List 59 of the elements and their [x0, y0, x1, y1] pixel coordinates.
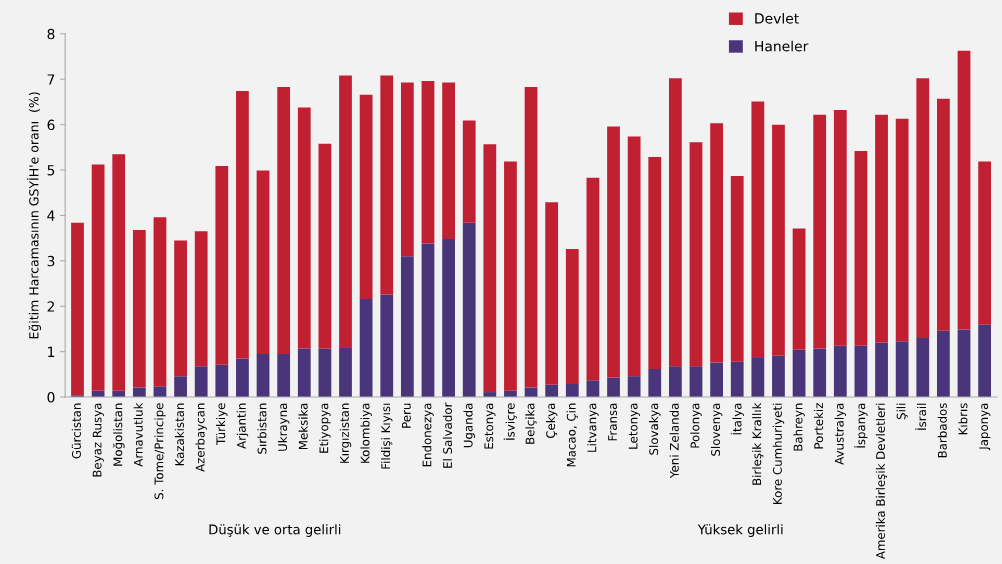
x-tick-label: Bahreyn: [793, 403, 805, 451]
x-tick-label: Meksika: [298, 403, 308, 450]
y-tick-label: 6: [47, 119, 55, 131]
x-tick-label: Letonya: [628, 403, 640, 449]
x-tick-label: Uganda: [463, 403, 475, 448]
x-tick-label: İspanya: [854, 403, 868, 448]
x-tick-label: Arnavutluk: [133, 402, 143, 467]
y-tick-label: 5: [47, 165, 55, 176]
x-tick-label: Azerbaycan: [195, 403, 207, 472]
text: Düşük ve orta gelirli: [209, 524, 341, 537]
x-tick-label: Slovakya: [649, 403, 661, 455]
y-axis-title: Eğitim Harcamasının GSYİH'e oranı (%): [27, 92, 42, 339]
x-tick-label: Litvanya: [587, 403, 599, 452]
x-tick-label: El Salvador: [442, 402, 453, 468]
x-tick-label: Yeni Zelanda: [669, 403, 679, 479]
x-tick-label: Fransa: [608, 403, 617, 441]
x-tick-label: Portekiz: [813, 403, 824, 449]
x-tick-label: Kazakistan: [174, 403, 185, 466]
y-tick-label: 7: [47, 74, 55, 85]
x-tick-label: Amerika Birleşik Devletleri: [875, 403, 888, 560]
y-tick-label: 0: [47, 392, 55, 403]
x-tick-label: Macao, Çin: [566, 403, 578, 467]
text: Yüksek gelirli: [697, 524, 783, 537]
x-tick-label: Kore Cumhuriyeti: [772, 403, 785, 504]
x-tick-label: Birleşik Krallık: [752, 402, 764, 485]
x-tick-label: Endonezya: [422, 403, 434, 467]
y-tick-label: 3: [47, 255, 55, 267]
x-tick-label: Sırbistan: [257, 403, 267, 454]
x-tick-label: Arjantin: [236, 403, 249, 449]
x-tick-label: Barbados: [937, 403, 947, 458]
y-tick-label: 2: [47, 301, 55, 312]
x-tick-label: Beyaz Rusya: [92, 403, 104, 477]
x-tick-label: Kıbrıs: [958, 403, 968, 435]
x-tick-label: Polonya: [690, 403, 702, 448]
x-tick-label: Gürcistan: [71, 403, 81, 459]
x-tick-label: Belçika: [525, 403, 537, 444]
x-tick-label: Türkiye: [216, 403, 228, 445]
x-tick-label: Japonya: [979, 403, 991, 451]
legend-label: Devlet: [755, 12, 799, 24]
x-tick-label: Şili: [896, 403, 908, 420]
x-tick-label: Avustralya: [834, 403, 847, 465]
x-tick-label: İsviçre: [503, 403, 517, 440]
legend-label: Haneler: [755, 40, 809, 52]
y-tick-label: 1: [48, 346, 55, 357]
y-tick-label: 4: [47, 210, 55, 221]
x-tick-label: İsrail: [915, 403, 927, 430]
x-tick-label: Moğolistan: [112, 403, 125, 466]
x-tick-label: Estonya: [484, 403, 496, 449]
x-tick-label: Slovenya: [710, 403, 723, 456]
x-tick-label: İtalya: [730, 403, 744, 435]
x-tick-label: Çekya: [545, 403, 558, 439]
x-tick-label: S. Tome/Principe: [154, 403, 166, 500]
x-tick-label: Kırgızistan: [339, 403, 352, 463]
x-tick-label: Ukrayna: [277, 403, 290, 451]
x-tick-label: Fildişi Kıyısı: [381, 403, 393, 469]
x-tick-label: Etiyopya: [319, 403, 331, 453]
x-tick-label: Peru: [402, 403, 411, 428]
y-tick-label: 8: [47, 28, 55, 40]
x-tick-label: Kolombiya: [360, 403, 372, 463]
